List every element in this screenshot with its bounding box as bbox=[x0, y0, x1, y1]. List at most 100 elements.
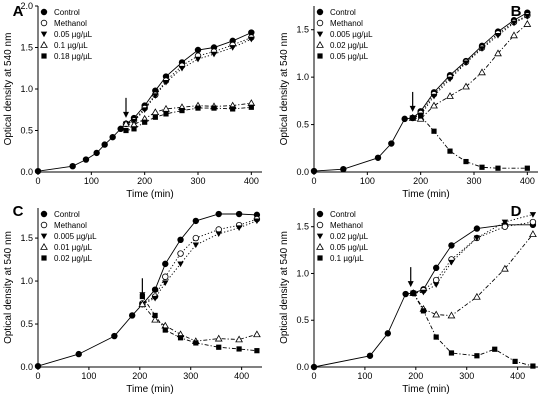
legend-label: Methanol bbox=[54, 19, 87, 28]
x-tick-label: 200 bbox=[408, 371, 423, 381]
data-point bbox=[235, 210, 243, 218]
x-tick-label: 400 bbox=[520, 176, 535, 186]
data-point bbox=[494, 49, 502, 57]
data-point bbox=[310, 167, 318, 175]
data-point bbox=[177, 261, 184, 268]
y-tick-label: 0.5 bbox=[20, 319, 33, 329]
legend-label: Methanol bbox=[54, 221, 87, 230]
legend-label: 0.005 µg/µL bbox=[54, 232, 97, 241]
series-line bbox=[142, 296, 257, 352]
legend-label: 0.05 µg/µL bbox=[54, 30, 93, 39]
series-3 bbox=[408, 20, 532, 122]
panel-a: 0 100 200 300 400 0.0 0.5 1.0 1.5 2.0 Time (min) Op… bbox=[3, 1, 262, 200]
data-point bbox=[510, 31, 518, 39]
data-point bbox=[194, 46, 202, 54]
data-point bbox=[122, 119, 130, 127]
data-point bbox=[192, 217, 200, 225]
legend-marker bbox=[316, 210, 324, 218]
data-point bbox=[473, 292, 481, 300]
x-tick-label: 400 bbox=[510, 371, 525, 381]
data-point bbox=[151, 108, 160, 116]
data-point bbox=[162, 79, 170, 86]
data-point bbox=[131, 126, 137, 132]
data-point bbox=[430, 93, 438, 100]
x-tick-label: 200 bbox=[413, 176, 428, 186]
data-point bbox=[462, 82, 470, 90]
legend-marker bbox=[41, 53, 47, 59]
legend-marker bbox=[40, 40, 48, 48]
x-tick-label: 200 bbox=[132, 371, 147, 381]
data-point bbox=[501, 219, 509, 226]
data-point bbox=[462, 60, 470, 67]
legend-label: 0.02 µg/µL bbox=[330, 232, 369, 241]
legend-marker bbox=[40, 19, 48, 27]
data-point bbox=[210, 51, 218, 58]
legend-marker bbox=[317, 255, 323, 261]
x-axis-label: Time (min) bbox=[126, 189, 173, 200]
data-point bbox=[478, 68, 486, 76]
legend: Control Methanol 0.005 µg/µL 0.02 µg/µL 0.05… bbox=[316, 8, 373, 61]
y-tick-label: 0.5 bbox=[296, 120, 309, 130]
series-1 bbox=[139, 215, 261, 307]
data-point bbox=[69, 162, 76, 170]
legend-marker bbox=[317, 53, 323, 59]
treatment-arrow bbox=[407, 267, 414, 288]
y-tick-label: 1.0 bbox=[20, 84, 33, 94]
x-tick-label: 100 bbox=[360, 176, 375, 186]
data-point bbox=[501, 264, 509, 272]
data-point bbox=[446, 76, 454, 83]
data-point bbox=[529, 218, 537, 226]
data-point bbox=[215, 210, 222, 218]
panel-letter: A bbox=[13, 3, 24, 20]
y-tick-label: 1.5 bbox=[296, 25, 309, 35]
panel-b: 0 100 200 300 400 0.0 0.5 1.0 1.5 Time (min) Optic… bbox=[279, 3, 538, 200]
data-point bbox=[235, 335, 243, 343]
data-point bbox=[420, 308, 427, 314]
data-point bbox=[420, 289, 427, 296]
data-point bbox=[431, 128, 437, 134]
x-tick-label: 0 bbox=[35, 371, 40, 381]
data-point bbox=[510, 20, 518, 27]
data-point bbox=[214, 334, 223, 342]
series-line bbox=[413, 214, 534, 294]
data-point bbox=[432, 276, 440, 284]
data-point bbox=[384, 330, 392, 337]
data-point bbox=[82, 156, 90, 163]
data-point bbox=[152, 114, 158, 120]
data-point bbox=[446, 92, 454, 99]
data-point bbox=[34, 362, 42, 370]
series-line bbox=[142, 304, 258, 342]
data-point bbox=[494, 33, 502, 39]
y-tick-label: 0.0 bbox=[20, 362, 33, 372]
y-tick-label: 1.0 bbox=[20, 276, 33, 286]
y-tick-label: 0.0 bbox=[296, 167, 309, 177]
data-point bbox=[492, 346, 498, 352]
data-point bbox=[512, 358, 518, 364]
panel-c: 0 100 200 300 400 0.0 0.5 1.0 1.5 Time (min) Optic… bbox=[3, 203, 262, 395]
data-point bbox=[410, 115, 416, 121]
legend-marker bbox=[40, 221, 48, 229]
legend-label: 0.1 µg/µL bbox=[54, 41, 88, 50]
data-point bbox=[495, 165, 501, 171]
data-point bbox=[401, 115, 408, 123]
series-line bbox=[412, 23, 528, 120]
data-point bbox=[447, 311, 456, 319]
data-point bbox=[433, 334, 439, 340]
data-point bbox=[229, 45, 236, 51]
data-point bbox=[388, 140, 395, 147]
legend-label: Methanol bbox=[330, 19, 363, 28]
data-point bbox=[418, 113, 424, 119]
legend-label: 0.01 µg/µL bbox=[54, 243, 93, 252]
data-point bbox=[177, 335, 184, 341]
x-axis-label: Time (min) bbox=[402, 384, 449, 395]
data-point bbox=[123, 127, 129, 134]
data-point bbox=[448, 242, 455, 249]
y-tick-label: 1.0 bbox=[296, 72, 309, 82]
legend-label: 0.02 µg/µL bbox=[330, 41, 369, 50]
treatment-arrow bbox=[409, 91, 416, 112]
legend: Control Methanol 0.05 µg/µL 0.1 µg/µL 0.18 µ… bbox=[40, 8, 93, 61]
data-point bbox=[248, 104, 254, 110]
x-tick-label: 300 bbox=[459, 371, 474, 381]
y-tick-label: 0.0 bbox=[296, 362, 309, 372]
y-tick-label: 0.0 bbox=[20, 167, 33, 177]
